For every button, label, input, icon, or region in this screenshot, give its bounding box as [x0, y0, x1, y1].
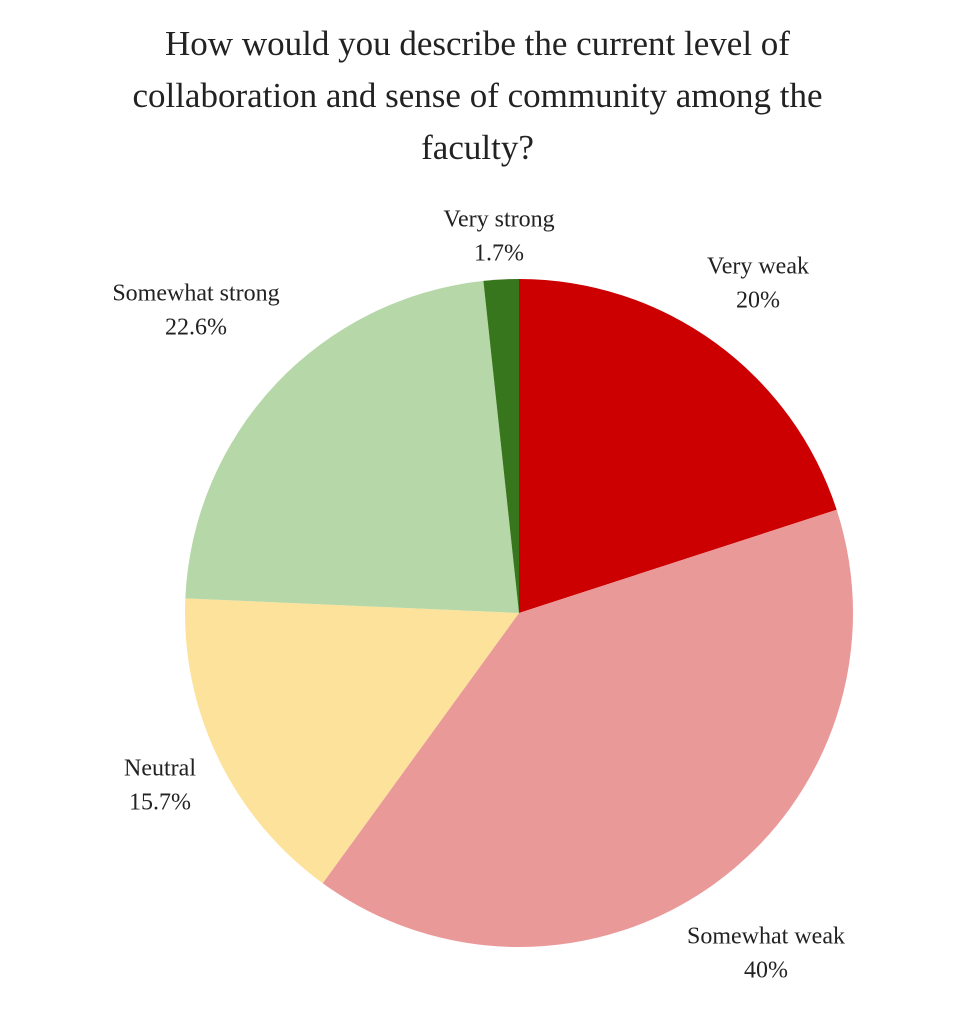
slice-value-label: 40%: [744, 958, 788, 984]
pie-slice: [322, 509, 854, 948]
pie-slice: [519, 279, 837, 613]
pie-slice: [184, 598, 519, 884]
slice-label: Very strong: [443, 207, 554, 233]
slice-label: Neutral: [124, 756, 196, 782]
slice-label: Somewhat weak: [687, 924, 845, 950]
chart-title: How would you describe the current level…: [132, 24, 823, 167]
slice-label: Very weak: [707, 254, 809, 280]
slice-label: Somewhat strong: [112, 281, 279, 307]
slice-value-label: 1.7%: [474, 241, 524, 267]
pie-slice: [185, 280, 519, 613]
slice-value-label: 22.6%: [165, 315, 227, 341]
slice-value-label: 20%: [736, 288, 780, 314]
slice-value-label: 15.7%: [129, 790, 191, 816]
pie-slice: [483, 279, 519, 613]
